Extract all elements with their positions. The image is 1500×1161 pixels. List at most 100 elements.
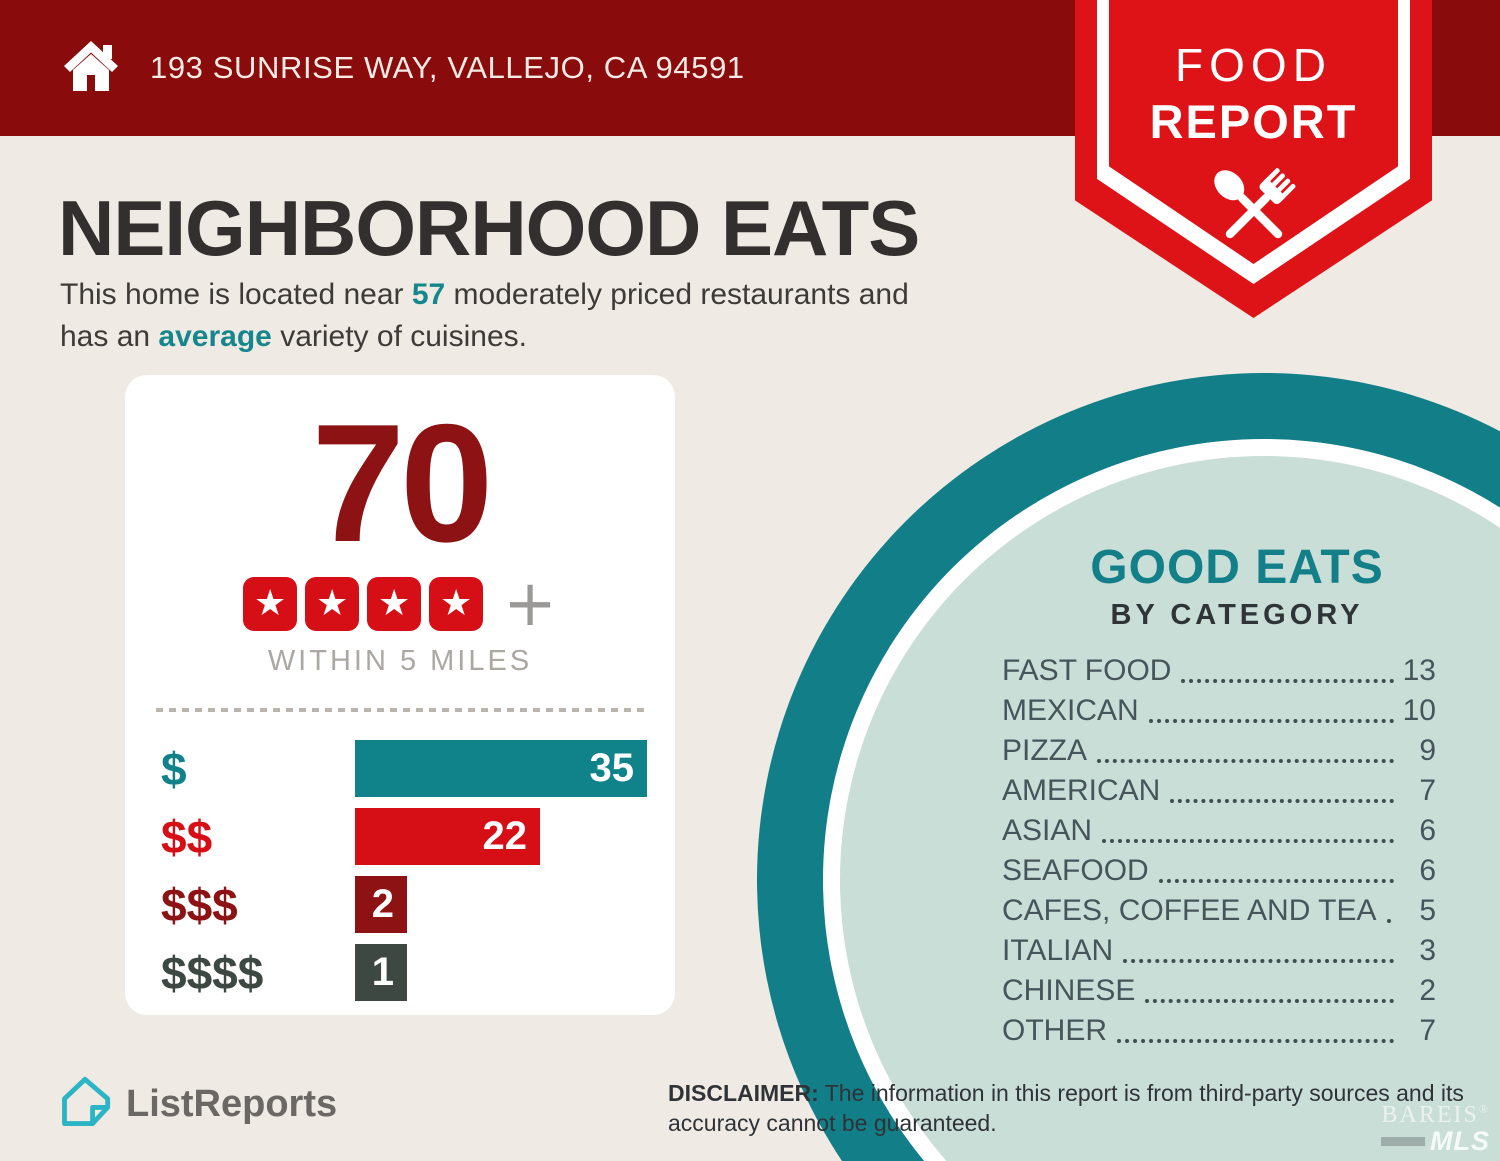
dotted-leader xyxy=(1102,839,1394,843)
home-icon xyxy=(62,39,120,98)
list-item: SEAFOOD 6 xyxy=(1002,854,1436,888)
category-count: 6 xyxy=(1419,814,1436,847)
disclaimer: DISCLAIMER: The information in this repo… xyxy=(668,1078,1488,1139)
price-tier-label: $$$ xyxy=(161,878,238,931)
dashed-divider xyxy=(156,708,644,712)
listreports-logo: ListReports xyxy=(58,1076,337,1133)
category-count: 3 xyxy=(1419,934,1436,967)
bar-value: 1 xyxy=(371,950,394,994)
star-icon: ★ xyxy=(367,577,422,631)
disclaimer-text: accuracy cannot be guaranteed. xyxy=(668,1110,997,1137)
good-eats-title: GOOD EATS xyxy=(1090,541,1384,594)
price-tier-label: $$$$ xyxy=(161,946,264,999)
category-name: ITALIAN xyxy=(1002,934,1114,967)
list-item: PIZZA 9 xyxy=(1002,734,1436,768)
category-count: 7 xyxy=(1419,1014,1436,1047)
dotted-leader xyxy=(1386,919,1394,923)
list-item: FAST FOOD 13 xyxy=(1002,654,1436,688)
subtitle-text: moderately priced restaurants and xyxy=(445,278,909,311)
restaurant-count: 57 xyxy=(411,278,446,311)
dotted-leader xyxy=(1158,879,1394,883)
price-tier-label: $ xyxy=(161,742,187,795)
category-count: 10 xyxy=(1402,694,1436,727)
badge-title-line1: FOOD xyxy=(1175,39,1332,91)
spoon-fork-icon xyxy=(1075,157,1432,268)
mls-text: MLS xyxy=(1381,1126,1490,1157)
category-count: 13 xyxy=(1402,654,1436,687)
category-name: CHINESE xyxy=(1002,974,1136,1007)
good-eats-subtitle: BY CATEGORY xyxy=(1110,599,1364,631)
list-item: ITALIAN 3 xyxy=(1002,934,1436,968)
category-name: CAFES, COFFEE AND TEA xyxy=(1002,894,1377,927)
bareis-text: BAREIS® xyxy=(1381,1102,1490,1129)
category-name: FAST FOOD xyxy=(1002,654,1172,687)
bar-row: $$ 22 xyxy=(161,808,675,865)
category-name: SEAFOOD xyxy=(1002,854,1149,887)
bar-value: 2 xyxy=(371,882,394,926)
list-item: CAFES, COFFEE AND TEA 5 xyxy=(1002,894,1436,928)
dotted-leader xyxy=(1148,719,1394,723)
food-score: 70 xyxy=(311,389,494,577)
bar-value: 22 xyxy=(482,814,528,858)
badge-content: FOOD REPORT xyxy=(1075,0,1432,318)
category-count: 6 xyxy=(1419,854,1436,887)
intro-subtitle: This home is located near 57 moderately … xyxy=(60,274,909,358)
list-item: CHINESE 2 xyxy=(1002,974,1436,1008)
dotted-leader xyxy=(1097,759,1394,763)
bareis-mls-watermark: BAREIS® MLS xyxy=(1381,1102,1490,1157)
food-report-badge: FOOD REPORT xyxy=(1075,0,1432,318)
plus-sign: + xyxy=(503,567,557,641)
list-item: ASIAN 6 xyxy=(1002,814,1436,848)
badge-title-line2: REPORT xyxy=(1149,95,1358,148)
bar-row: $$$$ 1 xyxy=(161,944,675,1001)
star-icon: ★ xyxy=(305,577,360,631)
registered-mark: ® xyxy=(1478,1102,1490,1116)
category-count: 5 xyxy=(1419,894,1436,927)
star-rating: ★ ★ ★ ★ + xyxy=(125,567,675,641)
category-count: 9 xyxy=(1419,734,1436,767)
category-list: FAST FOOD 13 MEXICAN 10 PIZZA 9 AMERICAN 7 A… xyxy=(1002,654,1436,1048)
bar: 35 xyxy=(355,740,647,797)
mls-bar xyxy=(1381,1137,1425,1146)
list-item: AMERICAN 7 xyxy=(1002,774,1436,808)
subtitle-text: variety of cuisines. xyxy=(271,320,527,353)
radius-label: WITHIN 5 MILES xyxy=(267,645,533,677)
score-card: 70 ★ ★ ★ ★ + WITHIN 5 MILES $ 35 $$ 22 $… xyxy=(125,375,675,1015)
listreports-wordmark: ListReports xyxy=(126,1083,338,1125)
disclaimer-label: DISCLAIMER: xyxy=(668,1080,819,1106)
star-icon: ★ xyxy=(429,577,484,631)
list-item: OTHER 7 xyxy=(1002,1014,1436,1048)
price-bar-chart: $ 35 $$ 22 $$$ 2 $$$$ 1 xyxy=(125,740,675,1001)
category-name: OTHER xyxy=(1002,1014,1107,1047)
category-name: AMERICAN xyxy=(1002,774,1161,807)
variety-word: average xyxy=(158,320,272,353)
dotted-leader xyxy=(1117,1039,1394,1043)
mls-wordmark: MLS xyxy=(1430,1126,1490,1156)
star-icon: ★ xyxy=(243,577,298,631)
subtitle-text: has an xyxy=(60,320,159,353)
bareis-wordmark: BAREIS xyxy=(1381,1102,1479,1128)
price-tier-label: $$ xyxy=(161,810,213,863)
category-name: PIZZA xyxy=(1002,734,1088,767)
disclaimer-text: The information in this report is from t… xyxy=(818,1080,1464,1106)
bar-row: $ 35 xyxy=(161,740,675,797)
property-address: 193 SUNRISE WAY, VALLEJO, CA 94591 xyxy=(150,50,745,85)
good-eats-panel: GOOD EATS BY CATEGORY FAST FOOD 13 MEXICA… xyxy=(1002,540,1436,1058)
list-item: MEXICAN 10 xyxy=(1002,694,1436,728)
category-count: 2 xyxy=(1419,974,1436,1007)
bar: 22 xyxy=(355,808,540,865)
bar: 2 xyxy=(355,876,407,933)
subtitle-text: This home is located near xyxy=(60,278,412,311)
category-name: ASIAN xyxy=(1002,814,1093,847)
dotted-leader xyxy=(1145,999,1394,1003)
bar: 1 xyxy=(355,944,407,1001)
dotted-leader xyxy=(1181,679,1394,683)
category-name: MEXICAN xyxy=(1002,694,1139,727)
bar-value: 35 xyxy=(589,746,635,790)
bar-row: $$$ 2 xyxy=(161,876,675,933)
category-count: 7 xyxy=(1419,774,1436,807)
dotted-leader xyxy=(1170,799,1394,803)
listreports-house-icon xyxy=(58,1076,112,1133)
dotted-leader xyxy=(1123,959,1394,963)
